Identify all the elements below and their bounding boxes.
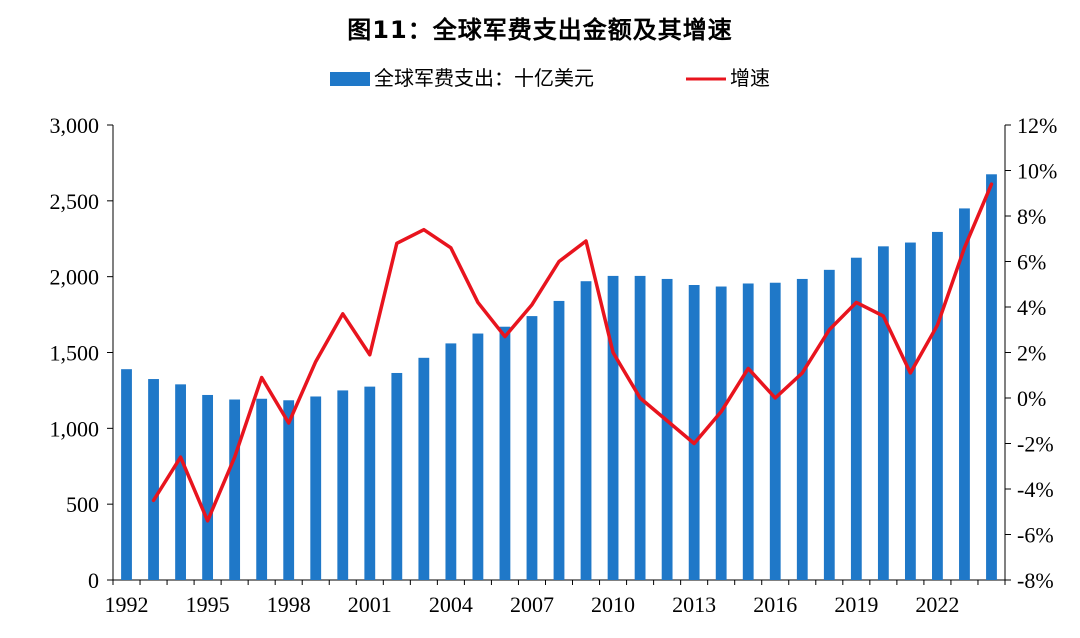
bar <box>823 269 835 580</box>
bar <box>418 357 430 580</box>
legend-swatch-bar <box>330 72 370 86</box>
bar-series <box>121 174 997 581</box>
y-left-tick-label: 2,000 <box>50 265 100 290</box>
y-left-tick-label: 1,000 <box>50 416 100 441</box>
y-right-tick-label: 0% <box>1017 386 1046 411</box>
bar <box>607 275 619 580</box>
bar <box>796 278 808 580</box>
y-right-tick-label: -4% <box>1017 477 1054 502</box>
x-tick-label: 2019 <box>834 592 878 617</box>
bar <box>742 283 754 580</box>
bar <box>283 400 295 580</box>
bar <box>391 372 403 580</box>
line-series <box>151 182 994 523</box>
y-left-tick-label: 2,500 <box>50 189 100 214</box>
bar <box>148 379 159 580</box>
x-tick-label: 1992 <box>105 592 149 617</box>
bar <box>959 208 970 580</box>
y-right-tick-label: -8% <box>1017 568 1054 593</box>
y-right-tick-label: 10% <box>1017 159 1057 184</box>
bar <box>688 285 700 580</box>
bar <box>175 384 186 580</box>
bar <box>229 399 241 580</box>
y-left-tick-label: 0 <box>88 568 99 593</box>
x-tick-label: 2001 <box>348 592 392 617</box>
y-right-tick-label: -2% <box>1017 432 1054 457</box>
bar <box>986 174 997 580</box>
x-tick-label: 2016 <box>753 592 797 617</box>
x-tick-label: 1998 <box>267 592 311 617</box>
bar <box>121 369 132 580</box>
bar <box>472 333 484 580</box>
x-tick-label: 2007 <box>510 592 554 617</box>
growth-line <box>151 182 994 523</box>
y-right-tick-label: -6% <box>1017 523 1054 548</box>
y-right-tick-label: 2% <box>1017 341 1046 366</box>
x-tick-label: 1995 <box>186 592 230 617</box>
y-left-tick-label: 500 <box>66 492 99 517</box>
bar <box>310 396 322 580</box>
bar <box>661 278 673 580</box>
x-tick-label: 2010 <box>591 592 635 617</box>
bar <box>580 281 592 580</box>
axis-labels: 0 500 1,000 1,500 2,000 2,500 3,000 -8% -6% -4% -2… <box>50 113 1058 617</box>
bar <box>715 286 727 580</box>
y-right-tick-label: 6% <box>1017 250 1046 275</box>
bar <box>769 282 781 580</box>
x-tick-label: 2004 <box>429 592 473 617</box>
legend-label-line: 增速 <box>730 67 770 90</box>
y-right-tick-label: 12% <box>1017 113 1057 138</box>
y-right-tick-label: 8% <box>1017 204 1046 229</box>
bar <box>364 386 376 580</box>
bar <box>904 242 916 580</box>
bar <box>337 390 349 580</box>
bar <box>932 231 943 581</box>
y-left-tick-label: 1,500 <box>50 341 100 366</box>
legend-label-bar: 全球军费支出：十亿美元 <box>374 67 594 90</box>
bar <box>553 300 565 580</box>
chart-title: 图11：全球军费支出金额及其增速 <box>347 16 733 44</box>
legend: 全球军费支出：十亿美元 增速 <box>330 67 770 90</box>
y-right-tick-label: 4% <box>1017 295 1046 320</box>
bar <box>256 398 268 580</box>
y-left-tick-label: 3,000 <box>50 113 100 138</box>
bar <box>850 257 862 580</box>
bar <box>877 246 889 581</box>
x-tick-label: 2022 <box>915 592 959 617</box>
bar <box>634 275 646 580</box>
bar <box>526 316 538 580</box>
x-tick-label: 2013 <box>672 592 716 617</box>
bar <box>445 343 457 580</box>
bar <box>202 394 214 580</box>
bar <box>499 326 511 580</box>
